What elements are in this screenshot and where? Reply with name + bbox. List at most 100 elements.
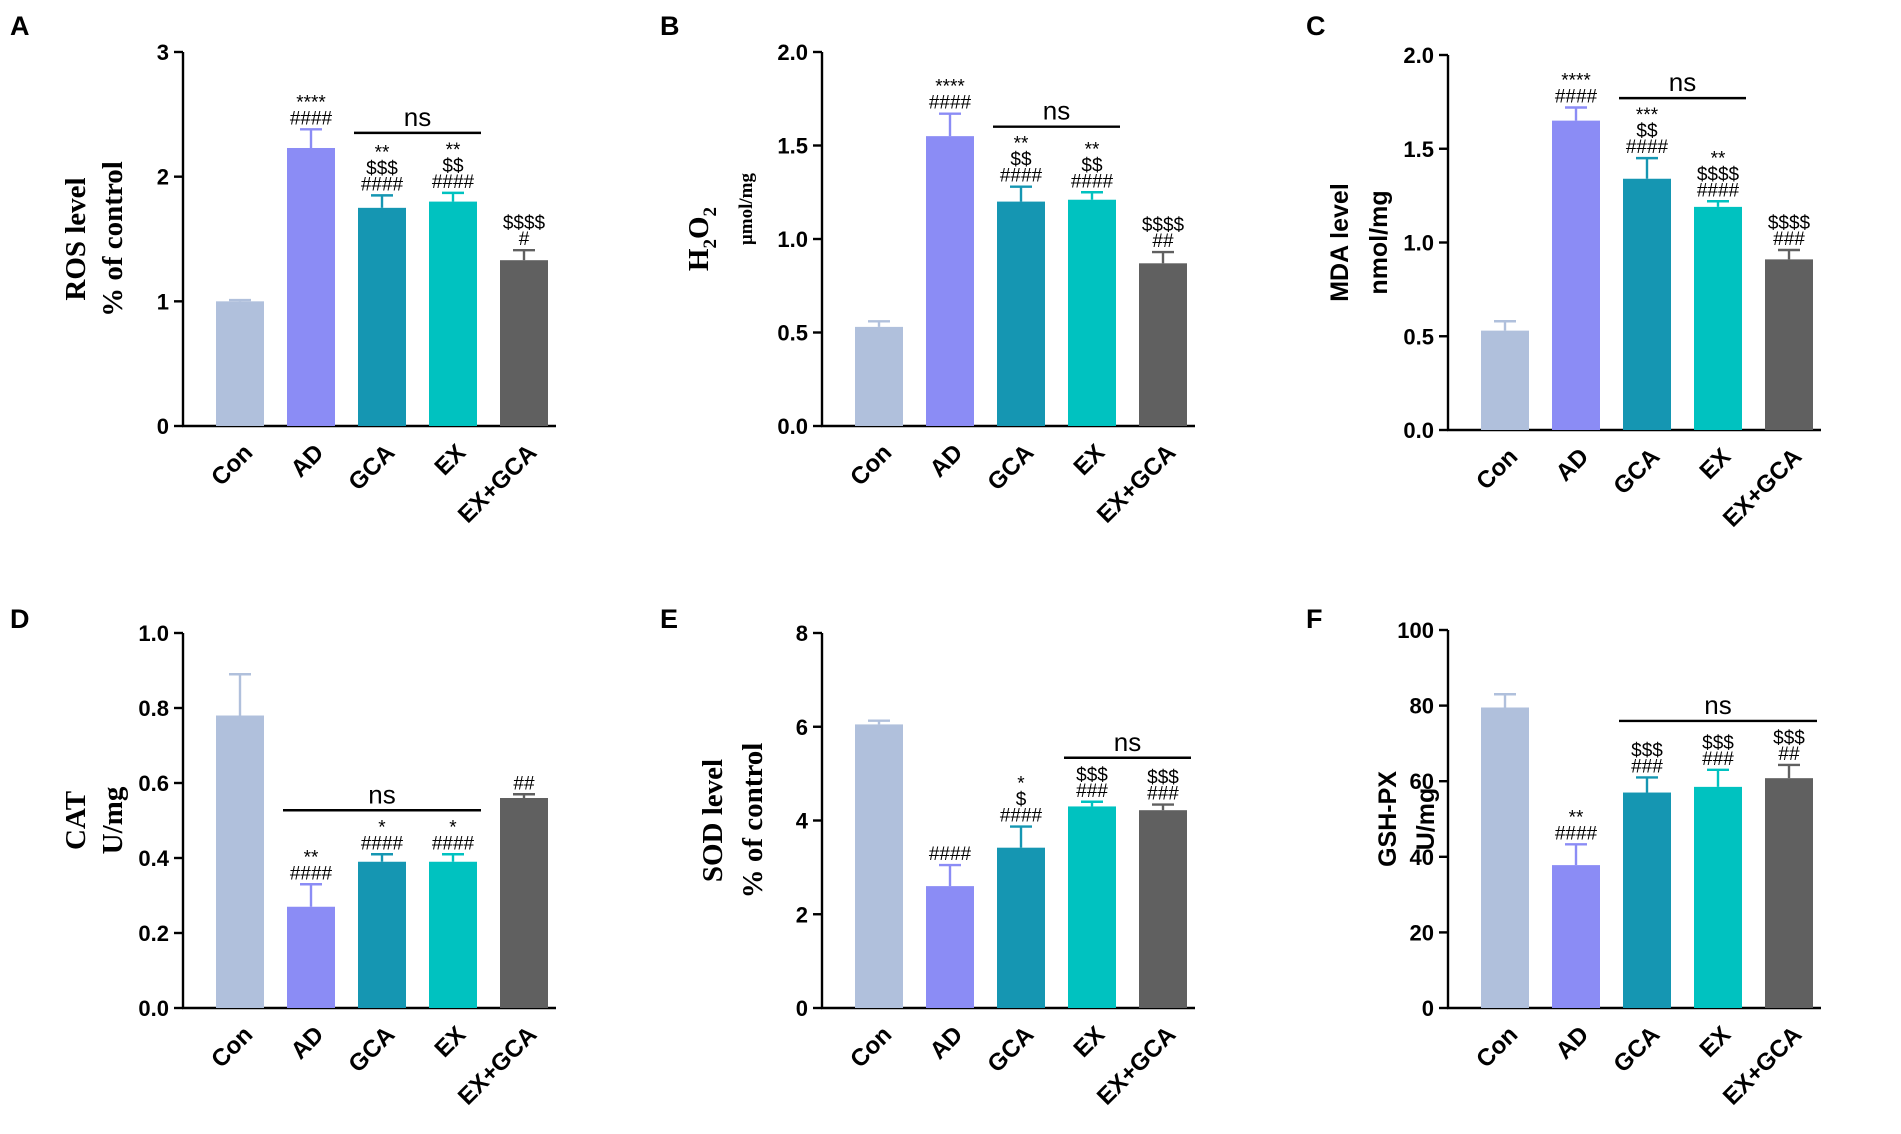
panel-letter: F [1306, 604, 1323, 634]
significance-marker: $$$$ [1768, 213, 1811, 234]
category-label: AD [1551, 1021, 1595, 1065]
significance-marker: #### [929, 93, 972, 114]
significance-marker: $$ [442, 156, 464, 177]
significance-marker: # [519, 229, 530, 250]
category-label: Con [845, 1021, 897, 1073]
bar-ad [926, 886, 974, 1008]
significance-marker: #### [1555, 87, 1598, 108]
y-axis-label-subscript: 2 [700, 207, 721, 217]
y-tick-label: 80 [1410, 694, 1434, 719]
bar-ex [1694, 786, 1742, 1008]
y-axis-label: H2O2 [683, 207, 721, 271]
significance-marker: #### [361, 174, 404, 195]
y-axis-unit: U/mg [97, 786, 129, 854]
ns-label: ns [368, 779, 395, 809]
y-axis-unit: nmol/mg [1365, 190, 1393, 294]
significance-marker: $$ [1636, 121, 1658, 142]
category-label: Con [1471, 443, 1523, 495]
significance-marker: * [378, 817, 386, 838]
y-tick-label: 3 [157, 40, 169, 65]
bar-ex-gca [500, 260, 548, 426]
category-label: EX [430, 1021, 472, 1063]
bar-con [1481, 707, 1529, 1008]
category-label: EX [1695, 443, 1737, 485]
bar-ad [287, 906, 335, 1008]
y-tick-label: 1.0 [777, 227, 808, 252]
bar-gca [1623, 792, 1671, 1008]
ns-label: ns [404, 102, 431, 132]
y-tick-label: 0 [1422, 996, 1434, 1021]
y-tick-label: 0.0 [138, 996, 169, 1021]
category-label: EX+GCA [453, 1021, 542, 1110]
panel-letter: B [660, 11, 680, 41]
y-axis-label: MDA level [1326, 183, 1354, 302]
y-tick-label: 0 [157, 414, 169, 439]
significance-marker: ** [1711, 148, 1726, 169]
category-label: Con [845, 439, 897, 491]
category-label: EX+GCA [453, 439, 542, 528]
bar-gca [358, 861, 406, 1008]
bar-ex-gca [1139, 810, 1187, 1008]
significance-marker: #### [1000, 806, 1043, 827]
significance-marker: $$$ [1631, 740, 1663, 761]
y-axis-unit: U/mg [1412, 788, 1440, 851]
category-label: AD [1551, 443, 1595, 487]
category-label: EX [1069, 439, 1111, 481]
significance-marker: ** [446, 140, 461, 161]
significance-marker: $$$$ [1697, 164, 1740, 185]
y-tick-label: 2 [157, 165, 169, 190]
significance-marker: $$$ [1076, 765, 1108, 786]
y-axis-label: GSH-PX [1374, 771, 1402, 867]
category-label: EX [1069, 1021, 1111, 1063]
significance-marker: #### [290, 108, 333, 129]
category-label: AD [925, 1021, 969, 1065]
bar-ex [429, 861, 477, 1008]
y-tick-label: 6 [796, 715, 808, 740]
category-label: GCA [982, 439, 1039, 496]
significance-marker: ** [1569, 807, 1584, 828]
significance-marker: #### [1697, 180, 1740, 201]
category-label: Con [206, 1021, 258, 1073]
category-label: GCA [982, 1021, 1039, 1078]
bar-con [855, 326, 903, 426]
y-tick-label: 0.0 [1403, 418, 1434, 443]
bar-ex [1694, 206, 1742, 430]
bar-gca [358, 207, 406, 426]
category-label: EX+GCA [1718, 1021, 1807, 1110]
significance-marker: *** [1636, 105, 1659, 126]
bar-ex [1068, 806, 1116, 1008]
bar-ex [1068, 199, 1116, 426]
bar-ad [1552, 120, 1600, 430]
category-label: Con [1471, 1021, 1523, 1073]
significance-marker: ** [1014, 134, 1029, 155]
y-tick-label: 0.0 [777, 414, 808, 439]
significance-marker: #### [1626, 137, 1669, 158]
significance-marker: #### [290, 863, 333, 884]
significance-marker: **** [1561, 71, 1591, 92]
bar-con [855, 724, 903, 1008]
panel-letter: D [10, 604, 30, 634]
bar-gca [997, 201, 1045, 426]
significance-marker: #### [929, 844, 972, 865]
y-tick-label: 20 [1410, 920, 1434, 945]
y-tick-label: 1.5 [777, 134, 808, 159]
category-label: AD [286, 1021, 330, 1065]
category-label: EX [430, 439, 472, 481]
y-tick-label: 2.0 [777, 40, 808, 65]
category-label: Con [206, 439, 258, 491]
significance-marker: **** [935, 77, 965, 98]
y-tick-label: 60 [1410, 769, 1434, 794]
category-label: GCA [343, 1021, 400, 1078]
y-tick-label: 0.5 [777, 321, 808, 346]
significance-marker: ** [1085, 139, 1100, 160]
bar-ex-gca [1765, 778, 1813, 1008]
y-axis-unit: μmol/mg [736, 173, 757, 245]
bar-ex-gca [500, 798, 548, 1008]
ns-label: ns [1043, 96, 1070, 126]
bar-ex-gca [1765, 259, 1813, 430]
significance-marker: ## [1778, 744, 1800, 765]
category-label: EX [1695, 1021, 1737, 1063]
category-label: EX+GCA [1718, 443, 1807, 532]
ns-label: ns [1669, 67, 1696, 97]
